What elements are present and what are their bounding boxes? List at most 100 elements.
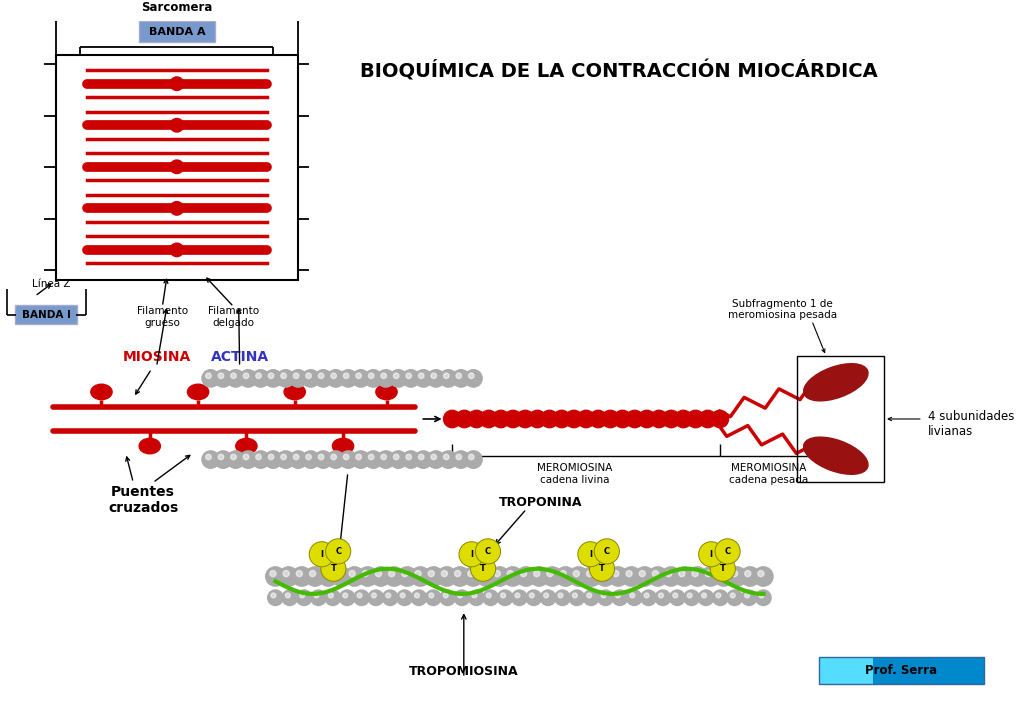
Circle shape: [349, 571, 355, 576]
Circle shape: [305, 567, 325, 586]
Circle shape: [278, 451, 295, 468]
Circle shape: [547, 571, 553, 576]
Bar: [819, 657, 872, 684]
Circle shape: [443, 373, 450, 378]
Text: I: I: [321, 550, 324, 559]
Circle shape: [325, 590, 341, 605]
Text: C: C: [604, 547, 610, 556]
Circle shape: [343, 373, 349, 378]
Ellipse shape: [284, 384, 305, 399]
Circle shape: [437, 567, 457, 586]
Circle shape: [679, 571, 685, 576]
Circle shape: [741, 590, 757, 605]
Circle shape: [427, 451, 444, 468]
Circle shape: [170, 202, 183, 215]
Circle shape: [503, 567, 522, 586]
Circle shape: [627, 590, 642, 605]
Circle shape: [613, 410, 631, 428]
Circle shape: [744, 593, 750, 598]
Circle shape: [227, 451, 245, 468]
Circle shape: [302, 451, 319, 468]
Circle shape: [406, 373, 412, 378]
Circle shape: [281, 373, 287, 378]
Circle shape: [252, 370, 269, 387]
Text: I: I: [589, 550, 592, 559]
Circle shape: [701, 567, 720, 586]
Text: BANDA I: BANDA I: [22, 309, 71, 319]
Circle shape: [268, 454, 273, 460]
Circle shape: [332, 567, 351, 586]
Circle shape: [505, 410, 522, 428]
Circle shape: [283, 571, 289, 576]
Circle shape: [290, 370, 307, 387]
Circle shape: [465, 370, 482, 387]
Text: I: I: [470, 550, 473, 559]
Circle shape: [626, 571, 632, 576]
Circle shape: [638, 410, 655, 428]
Circle shape: [560, 571, 566, 576]
Text: C: C: [485, 547, 492, 556]
Circle shape: [744, 571, 751, 576]
Circle shape: [356, 454, 361, 460]
Circle shape: [598, 590, 613, 605]
Circle shape: [415, 571, 421, 576]
Ellipse shape: [139, 439, 161, 454]
Circle shape: [443, 593, 449, 598]
Circle shape: [590, 410, 607, 428]
Circle shape: [469, 590, 484, 605]
Circle shape: [464, 567, 483, 586]
Circle shape: [516, 567, 536, 586]
Circle shape: [424, 567, 443, 586]
Circle shape: [372, 593, 377, 598]
Ellipse shape: [804, 437, 868, 474]
Circle shape: [569, 567, 589, 586]
Circle shape: [468, 410, 485, 428]
Text: C: C: [335, 547, 341, 556]
Circle shape: [516, 410, 534, 428]
Circle shape: [415, 370, 432, 387]
Text: 4 subunidades
livianas: 4 subunidades livianas: [928, 409, 1014, 438]
Circle shape: [718, 571, 724, 576]
Circle shape: [541, 410, 558, 428]
Circle shape: [714, 567, 733, 586]
Circle shape: [293, 373, 299, 378]
Circle shape: [572, 593, 578, 598]
Circle shape: [635, 567, 654, 586]
Text: Puentes
cruzados: Puentes cruzados: [108, 485, 178, 515]
Ellipse shape: [804, 364, 868, 401]
Text: T: T: [331, 564, 336, 574]
Circle shape: [365, 370, 382, 387]
Circle shape: [390, 370, 408, 387]
Circle shape: [427, 370, 444, 387]
Circle shape: [630, 593, 635, 598]
Text: BANDA A: BANDA A: [148, 27, 205, 36]
Text: ACTINA: ACTINA: [211, 350, 268, 364]
Circle shape: [170, 160, 183, 174]
Ellipse shape: [91, 384, 112, 399]
Ellipse shape: [187, 384, 209, 399]
Circle shape: [698, 590, 714, 605]
Circle shape: [365, 451, 382, 468]
Circle shape: [515, 593, 520, 598]
Text: T: T: [720, 564, 726, 574]
Circle shape: [526, 590, 542, 605]
Circle shape: [698, 542, 724, 567]
Circle shape: [352, 370, 370, 387]
Circle shape: [441, 571, 447, 576]
Circle shape: [244, 373, 249, 378]
Circle shape: [340, 370, 357, 387]
Text: T: T: [599, 564, 605, 574]
Circle shape: [352, 451, 370, 468]
Circle shape: [608, 567, 628, 586]
Circle shape: [439, 370, 457, 387]
Circle shape: [455, 590, 470, 605]
Circle shape: [498, 590, 513, 605]
Circle shape: [469, 373, 474, 378]
Circle shape: [758, 571, 764, 576]
Circle shape: [336, 571, 342, 576]
Circle shape: [279, 567, 298, 586]
Text: Sarcomera: Sarcomera: [141, 1, 213, 14]
Circle shape: [712, 410, 728, 428]
Circle shape: [318, 454, 324, 460]
Circle shape: [293, 454, 299, 460]
